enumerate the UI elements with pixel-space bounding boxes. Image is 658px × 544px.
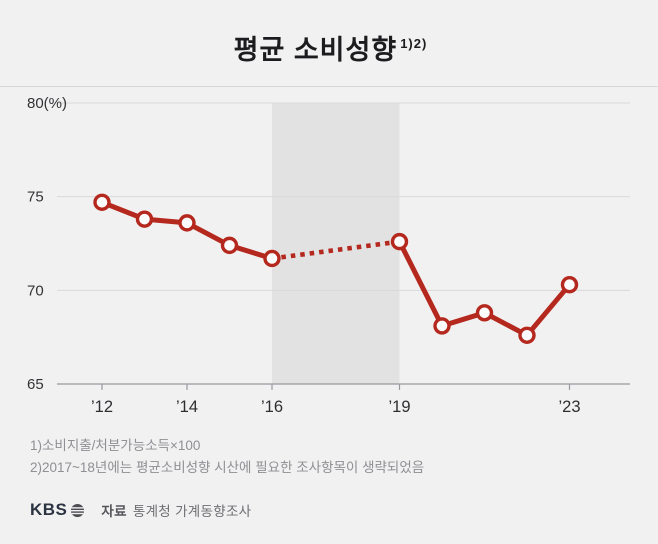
title-text: 평균 소비성향 <box>233 35 398 65</box>
line-chart: 80(%) 75 70 65 ’12 ’14 ’16 ’19 ’23 <box>0 87 658 427</box>
data-source: 자료 통계청 가계동향조사 <box>101 500 251 520</box>
footer: KBS 자료 통계청 가계동향조사 <box>0 500 658 544</box>
y-tick-label: 80(%) <box>27 95 67 112</box>
data-point <box>560 276 579 294</box>
page-title: 평균 소비성향 1)2) <box>233 28 428 67</box>
source-text: 통계청 가계동향조사 <box>132 504 252 519</box>
data-point <box>263 249 281 268</box>
footnote-2: 2)2017~18년에는 평균소비성향 시산에 필요한 조사항목이 생략되었음 <box>30 460 425 475</box>
header: 평균 소비성향 1)2) <box>0 0 658 67</box>
data-point <box>518 326 536 344</box>
kbs-globe-icon <box>71 503 85 517</box>
data-point <box>220 236 239 255</box>
kbs-logo: KBS <box>30 500 85 520</box>
footnote-1: 1)소비지출/처분가능소득×100 <box>30 438 201 453</box>
missing-data-band <box>272 103 400 384</box>
title-divider <box>0 86 658 87</box>
title-superscript: 1)2) <box>400 36 428 51</box>
source-label: 자료 <box>101 504 127 519</box>
y-tick-label: 70 <box>27 282 44 299</box>
data-point <box>433 317 451 335</box>
y-tick-label: 65 <box>27 376 44 393</box>
data-point <box>93 193 111 211</box>
footnotes: 1)소비지출/처분가능소득×100 2)2017~18년에는 평균소비성향 시산… <box>0 427 658 479</box>
series-line-dotted <box>271 239 400 261</box>
data-point <box>178 214 196 232</box>
x-tick-label: ’14 <box>176 398 198 416</box>
x-tick-label: ’19 <box>388 398 410 416</box>
data-point <box>390 232 409 251</box>
data-point <box>135 210 154 228</box>
x-tick-label: ’12 <box>91 398 113 416</box>
data-point <box>475 304 494 322</box>
consumption-trend-chart: 80(%) 75 70 65 ’12 ’14 ’16 ’19 ’23 <box>27 95 630 416</box>
y-tick-label: 75 <box>27 189 44 206</box>
x-tick-label: ’16 <box>261 398 283 416</box>
x-tick-label: ’23 <box>558 398 580 416</box>
kbs-logo-text: KBS <box>30 500 68 519</box>
